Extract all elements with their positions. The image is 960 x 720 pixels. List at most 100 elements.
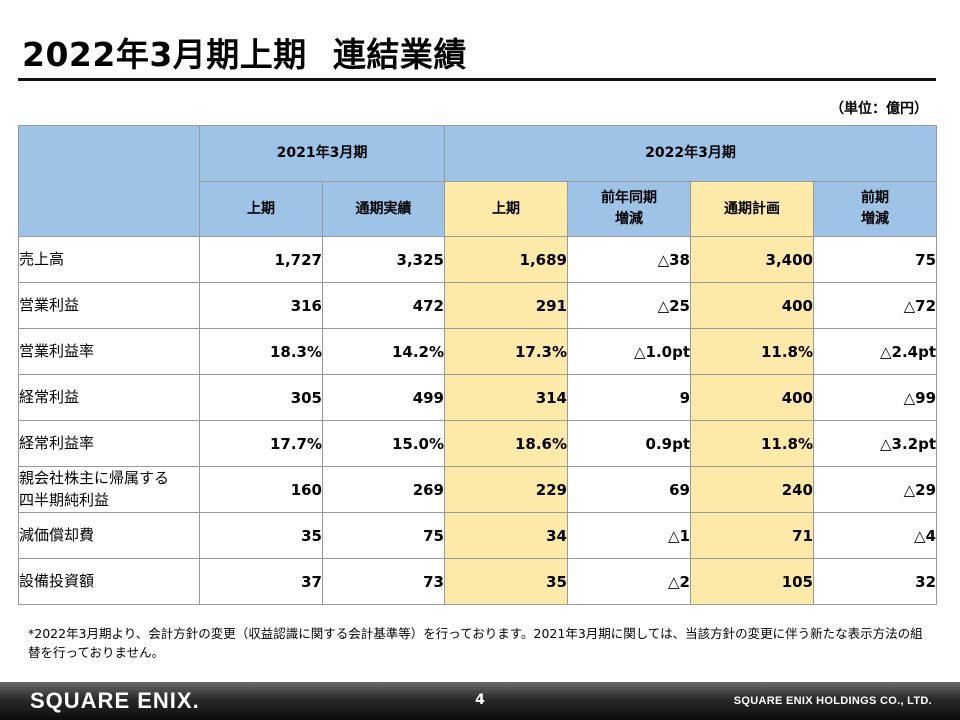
row-label: 営業利益率 [18, 328, 200, 375]
row-label: 減価償却費 [18, 512, 200, 559]
value-cell: △2.4pt [812, 328, 938, 375]
header-group-2022: 2022年3月期 [443, 125, 938, 182]
column-header-text: 増減 [861, 211, 890, 227]
page-title-main: 2022年3月期上期 [22, 35, 307, 74]
value-cell: 1,727 [199, 236, 323, 283]
value-cell: 15.0% [322, 420, 445, 467]
value-cell: 316 [199, 282, 323, 329]
table-row: 減価償却費 35 75 34 △1 71 △4 [18, 512, 938, 559]
value-cell: 229 [444, 466, 568, 513]
row-label: 営業利益 [18, 282, 200, 329]
header-row-columns: 上期 通期実績 上期 前年同期増減 通期計画 前期増減 [19, 181, 938, 237]
page-number: 4 [475, 692, 485, 708]
row-label-text: 経常利益 [19, 387, 80, 406]
column-header-text: 上期 [492, 200, 520, 217]
column-header-text: 前期 [861, 190, 890, 206]
value-cell: △2 [567, 558, 691, 605]
value-cell: 75 [322, 512, 445, 559]
value-cell: 105 [690, 558, 814, 605]
value-cell: △1 [567, 512, 691, 559]
row-label-text: 設備投資額 [19, 571, 95, 590]
square-enix-logo: SQUARE ENIX. [30, 688, 200, 713]
column-header: 通期計画 [690, 181, 814, 237]
footnote: *2022年3月期より、会計方針の変更（収益認識に関する会計基準等）を行っており… [28, 626, 923, 660]
value-cell: 17.3% [444, 328, 568, 375]
table-row: 親会社株主に帰属する 四半期純利益 160 269 229 69 240 △29 [18, 466, 938, 513]
value-cell: 32 [812, 558, 938, 605]
value-cell: 160 [199, 466, 323, 513]
row-label-text: 営業利益率 [19, 341, 95, 360]
results-table-body: 売上高 1,727 3,325 1,689 △38 3,400 75 営業利益 316 472 29… [18, 236, 938, 605]
row-label: 設備投資額 [18, 558, 200, 605]
value-cell: 472 [322, 282, 445, 329]
unit-note: （単位：億円） [830, 101, 928, 117]
value-cell: 75 [812, 236, 938, 283]
value-cell: 400 [690, 374, 814, 421]
value-cell: 9 [567, 374, 691, 421]
column-header-text: 増減 [615, 211, 643, 227]
row-label: 親会社株主に帰属する 四半期純利益 [18, 466, 200, 513]
row-label-text: 親会社株主に帰属する [19, 468, 170, 487]
value-cell: 314 [444, 374, 568, 421]
value-cell: 35 [444, 558, 568, 605]
company-name: SQUARE ENIX HOLDINGS CO., LTD. [733, 695, 932, 707]
results-table: 2021年3月期 2022年3月期 上期 通期実績 上期 前年同期増減 通期計画 前期増減… [18, 125, 938, 605]
row-label-text: 減価償却費 [19, 525, 95, 544]
column-header: 前期 増減 [812, 181, 938, 237]
column-header: 上期 [444, 181, 568, 237]
value-cell: △99 [812, 374, 938, 421]
header-group-2021: 2021年3月期 [199, 125, 445, 182]
value-cell: 3,325 [322, 236, 445, 283]
value-cell: 400 [690, 282, 814, 329]
column-header-text: 通期計画 [724, 200, 780, 217]
value-cell: 71 [690, 512, 814, 559]
row-label-text: 売上高 [19, 249, 65, 268]
value-cell: △38 [567, 236, 691, 283]
value-cell: 291 [444, 282, 568, 329]
row-label: 経常利益 [18, 374, 200, 421]
row-label: 経常利益率 [18, 420, 200, 467]
table-row: 設備投資額 37 73 35 △2 105 32 [18, 558, 938, 605]
header-row-periods: 2021年3月期 2022年3月期 [18, 125, 938, 237]
value-cell: 269 [322, 466, 445, 513]
title-divider [18, 78, 936, 81]
header-corner-cell [18, 125, 200, 237]
page-title-sub: 連結業績 [332, 35, 467, 74]
column-header: 通期実績 [322, 181, 445, 237]
value-cell: 240 [690, 466, 814, 513]
value-cell: 37 [199, 558, 323, 605]
value-cell: 0.9pt [567, 420, 691, 467]
column-header: 上期 [199, 181, 323, 237]
value-cell: 35 [199, 512, 323, 559]
column-header-text: 上期 [247, 200, 275, 217]
value-cell: △29 [812, 466, 938, 513]
column-header-text: 前年同期 [601, 190, 657, 206]
value-cell: 18.6% [444, 420, 568, 467]
value-cell: 11.8% [690, 420, 814, 467]
value-cell: △72 [812, 282, 938, 329]
value-cell: 11.8% [690, 328, 814, 375]
value-cell: 305 [199, 374, 323, 421]
page-title: 2022年3月期上期 連結業績 [22, 28, 467, 76]
footer-bar: SQUARE ENIX. 4 SQUARE ENIX HOLDINGS CO.,… [0, 682, 960, 720]
row-label-text: 四半期純利益 [19, 490, 110, 509]
value-cell: 34 [444, 512, 568, 559]
value-cell: △1.0pt [567, 328, 691, 375]
value-cell: 18.3% [199, 328, 323, 375]
value-cell: 17.7% [199, 420, 323, 467]
table-row: 売上高 1,727 3,325 1,689 △38 3,400 75 [18, 236, 938, 283]
column-header: 前年同期 増減 [567, 181, 691, 237]
table-row: 経常利益 305 499 314 9 400 △99 [18, 374, 938, 421]
table-row: 営業利益率 18.3% 14.2% 17.3% △1.0pt 11.8% △2.4pt [18, 328, 938, 375]
row-label-text: 経常利益率 [19, 433, 95, 452]
table-row: 経常利益率 17.7% 15.0% 18.6% 0.9pt 11.8% △3.2pt [18, 420, 938, 467]
value-cell: 1,689 [444, 236, 568, 283]
value-cell: 73 [322, 558, 445, 605]
row-label-text: 営業利益 [19, 295, 80, 314]
value-cell: △3.2pt [812, 420, 938, 467]
value-cell: △25 [567, 282, 691, 329]
value-cell: 14.2% [322, 328, 445, 375]
value-cell: △4 [812, 512, 938, 559]
table-row: 営業利益 316 472 291 △25 400 △72 [18, 282, 938, 329]
row-label: 売上高 [18, 236, 200, 283]
